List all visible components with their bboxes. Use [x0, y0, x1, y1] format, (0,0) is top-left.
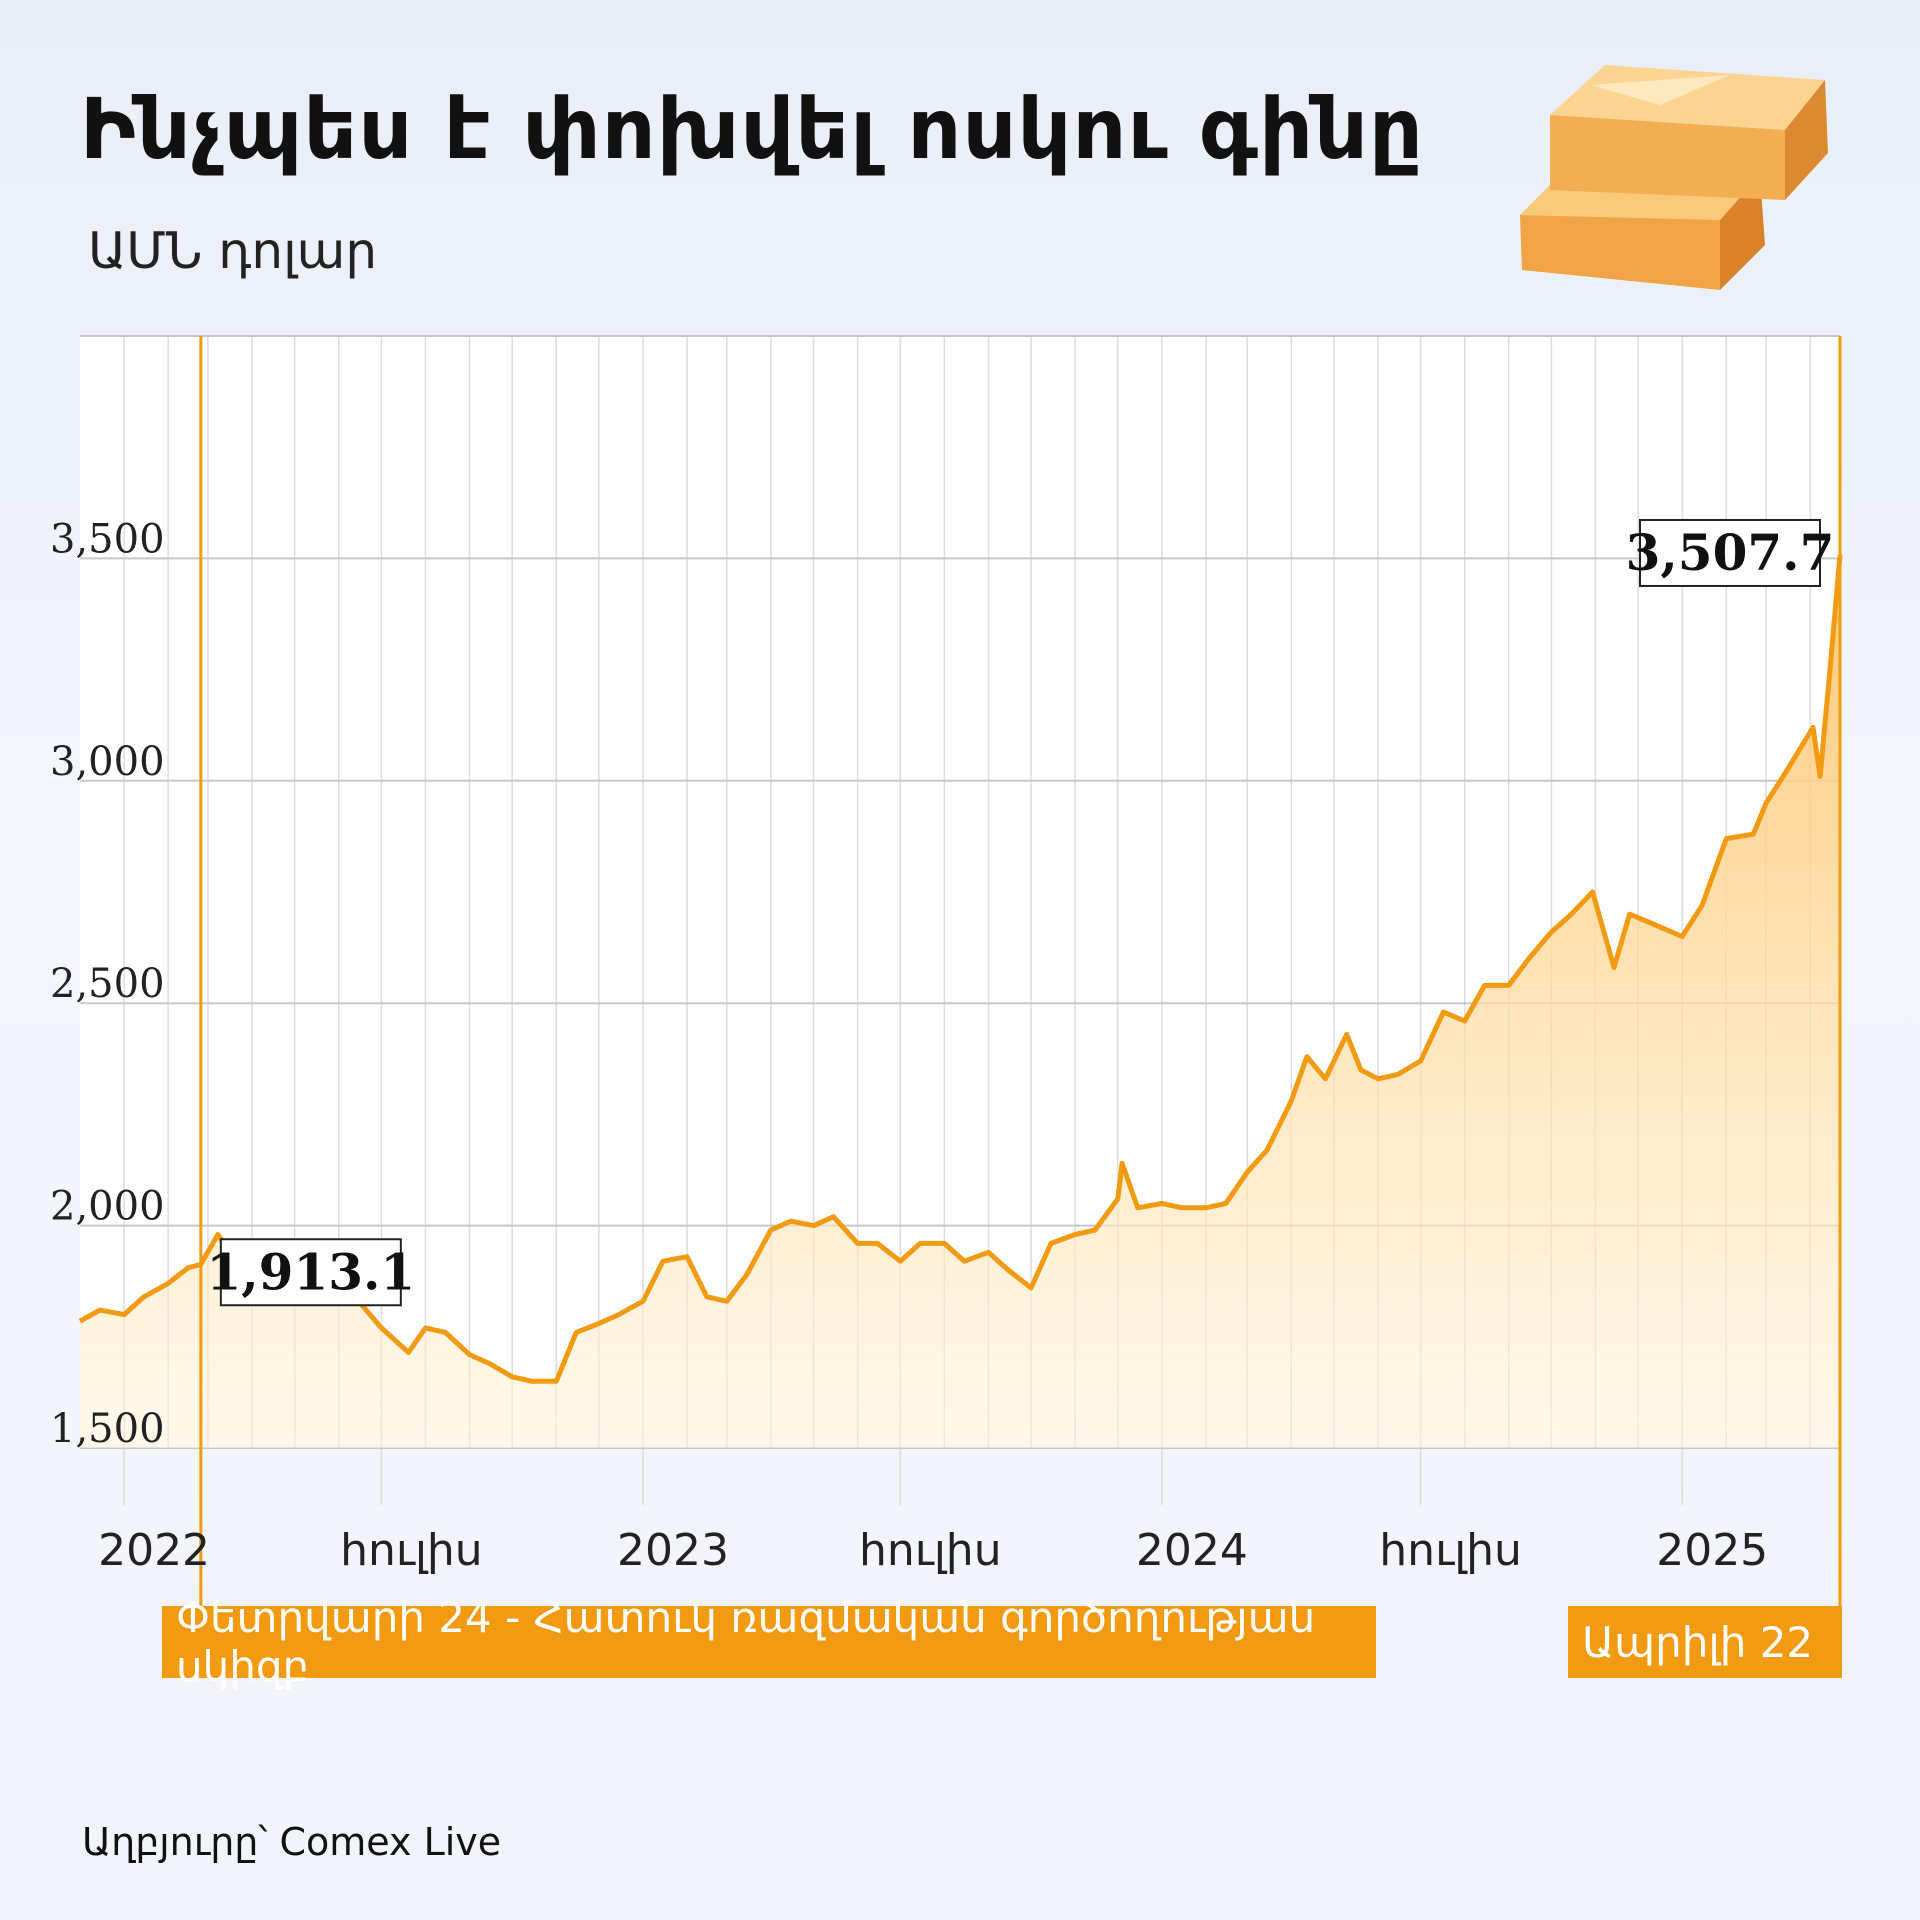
event-end-label: Ապրիլի 22 [1568, 1606, 1842, 1678]
line-layer [78, 554, 1843, 1384]
page-title: Ինչպես է փոխվել ոսկու գինը [80, 80, 1424, 178]
event-start-label: Փետրվարի 24 - Հատուկ ռազմական գործողությ… [162, 1593, 1376, 1691]
callout-box [1639, 518, 1821, 587]
y-tick-labels: 1,500 2,000 2,500 3,000 3,500 [50, 516, 165, 1452]
price-area [80, 555, 1840, 1448]
value-annotations: 1,913.1 3,507.7 [206, 518, 1835, 1307]
x-tick-label: 2023 [617, 1525, 729, 1576]
y-tick-label: 2,000 [50, 1184, 165, 1230]
event-markers [199, 336, 1842, 1610]
y-tick-label: 2,500 [50, 961, 165, 1007]
price-line [78, 554, 1843, 1384]
source-note: Աղբյուրը՝ Comex Live [82, 1820, 502, 1864]
callout-value: 3,507.7 [1626, 523, 1835, 582]
x-tick-label: 2022 [98, 1525, 210, 1576]
value-callout: 1,913.1 [206, 1238, 415, 1307]
x-tick-labels: 2022 հուլիս 2023 հուլիս 2024 հուլիս 2025 [98, 1525, 1768, 1576]
gold-bars-icon [1520, 65, 1828, 290]
callout-value: 1,913.1 [206, 1242, 415, 1301]
y-tick-label: 1,500 [50, 1406, 165, 1452]
value-callout: 3,507.7 [1626, 518, 1835, 587]
x-tick-label: հուլիս [859, 1525, 1002, 1576]
page-subtitle: ԱՄՆ դոլար [88, 222, 378, 280]
y-tick-label: 3,500 [50, 516, 165, 562]
area-layer [80, 555, 1840, 1448]
x-tick-label: 2025 [1656, 1525, 1768, 1576]
x-tick-label: հուլիս [1379, 1525, 1522, 1576]
callout-box [219, 1238, 402, 1307]
y-tick-label: 3,000 [50, 739, 165, 785]
x-tick-label: հուլիս [340, 1525, 483, 1576]
x-tick-label: 2024 [1136, 1525, 1248, 1576]
